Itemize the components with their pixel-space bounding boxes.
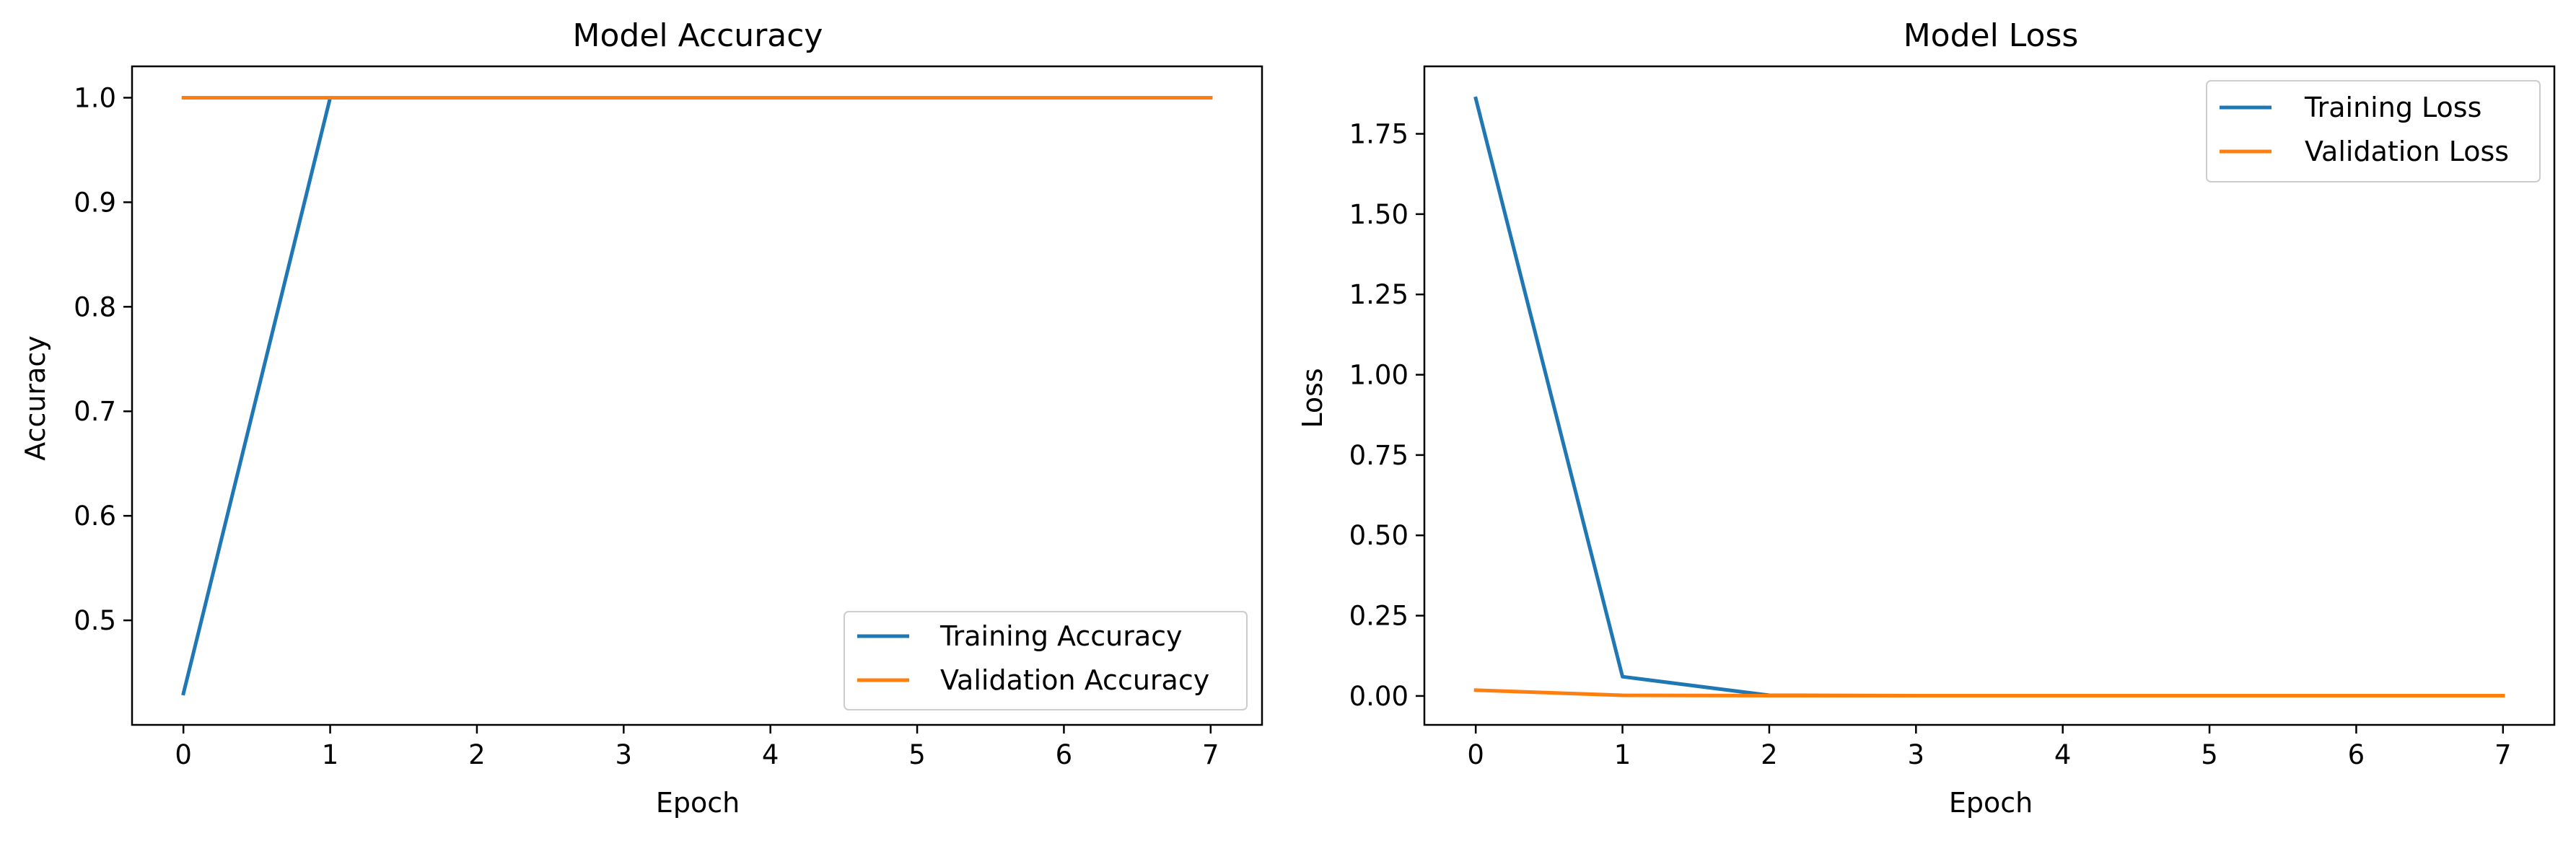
accuracy-plot-marks: 0 1 2 3 4 5 6 7 0.5 0.6 0.7 0.8 0.9 1.0 <box>74 82 1219 770</box>
loss-x-axis-label: Epoch <box>1949 787 2033 819</box>
accuracy-chart: Model Accuracy Epoch Accuracy 0 1 2 3 4 5 6 7 0.… <box>19 17 1263 819</box>
accuracy-x-tick-label: 1 <box>322 739 339 770</box>
legend-label-validation-accuracy: Validation Accuracy <box>940 664 1209 696</box>
loss-x-tick-label: 3 <box>1908 739 1925 770</box>
loss-y-tick-label: 1.75 <box>1349 119 1409 150</box>
accuracy-x-tick-label: 5 <box>908 739 926 770</box>
accuracy-y-tick-label: 0.8 <box>74 291 116 322</box>
accuracy-x-tick-label: 7 <box>1202 739 1219 770</box>
accuracy-x-tick-label: 3 <box>615 739 633 770</box>
accuracy-legend-box <box>844 611 1248 710</box>
loss-chart: Model Loss Epoch Loss 0 1 2 3 4 5 6 7 0.00 0.25 0.… <box>1297 17 2556 819</box>
loss-y-tick-label: 0.75 <box>1349 440 1409 471</box>
loss-series-line-validation-loss <box>1473 688 2505 697</box>
loss-series-line-training-loss <box>1473 96 2505 697</box>
accuracy-y-axis-label: Accuracy <box>19 335 51 461</box>
loss-y-tick-label: 1.25 <box>1349 279 1409 310</box>
loss-chart-title: Model Loss <box>1903 17 2079 54</box>
loss-legend-box <box>2206 80 2541 182</box>
accuracy-x-tick-label: 6 <box>1056 739 1073 770</box>
loss-y-axis-label: Loss <box>1297 368 1328 428</box>
loss-x-tick-label: 6 <box>2348 739 2365 770</box>
loss-x-tick-label: 5 <box>2201 739 2218 770</box>
loss-x-tick-label: 2 <box>1761 739 1778 770</box>
loss-x-tick-label: 1 <box>1614 739 1631 770</box>
accuracy-y-tick-label: 0.5 <box>74 605 116 636</box>
accuracy-plot-frame <box>131 65 1263 726</box>
loss-y-tick-label: 0.50 <box>1349 520 1409 551</box>
loss-plot-marks: 0 1 2 3 4 5 6 7 0.00 0.25 0.50 0.75 1.00 1.25 1.50 1.75 <box>1349 96 2512 770</box>
accuracy-legend: Training Accuracy Validation Accuracy <box>844 611 1248 710</box>
loss-y-tick-label: 0.25 <box>1349 601 1409 632</box>
legend-label-training-loss: Training Loss <box>2304 92 2481 123</box>
accuracy-chart-title: Model Accuracy <box>573 17 823 54</box>
accuracy-x-tick-label: 4 <box>762 739 779 770</box>
accuracy-series-line-training-accuracy <box>181 96 1213 696</box>
accuracy-x-tick-label: 2 <box>468 739 486 770</box>
accuracy-x-axis-label: Epoch <box>656 787 740 819</box>
loss-x-tick-label: 7 <box>2494 739 2512 770</box>
loss-y-tick-label: 1.00 <box>1349 360 1409 391</box>
legend-label-validation-loss: Validation Loss <box>2305 136 2509 167</box>
loss-y-tick-label: 0.00 <box>1349 681 1409 712</box>
accuracy-y-tick-label: 1.0 <box>74 82 116 113</box>
loss-x-tick-label: 0 <box>1467 739 1484 770</box>
legend-label-training-accuracy: Training Accuracy <box>939 620 1183 652</box>
loss-y-tick-label: 1.50 <box>1349 199 1409 230</box>
loss-legend: Training Loss Validation Loss <box>2206 80 2541 182</box>
accuracy-y-tick-label: 0.9 <box>74 187 116 218</box>
accuracy-y-tick-label: 0.6 <box>74 501 116 532</box>
accuracy-y-tick-label: 0.7 <box>74 396 116 427</box>
loss-plot-frame <box>1423 65 2556 726</box>
accuracy-x-tick-label: 0 <box>175 739 192 770</box>
loss-x-tick-label: 4 <box>2054 739 2072 770</box>
